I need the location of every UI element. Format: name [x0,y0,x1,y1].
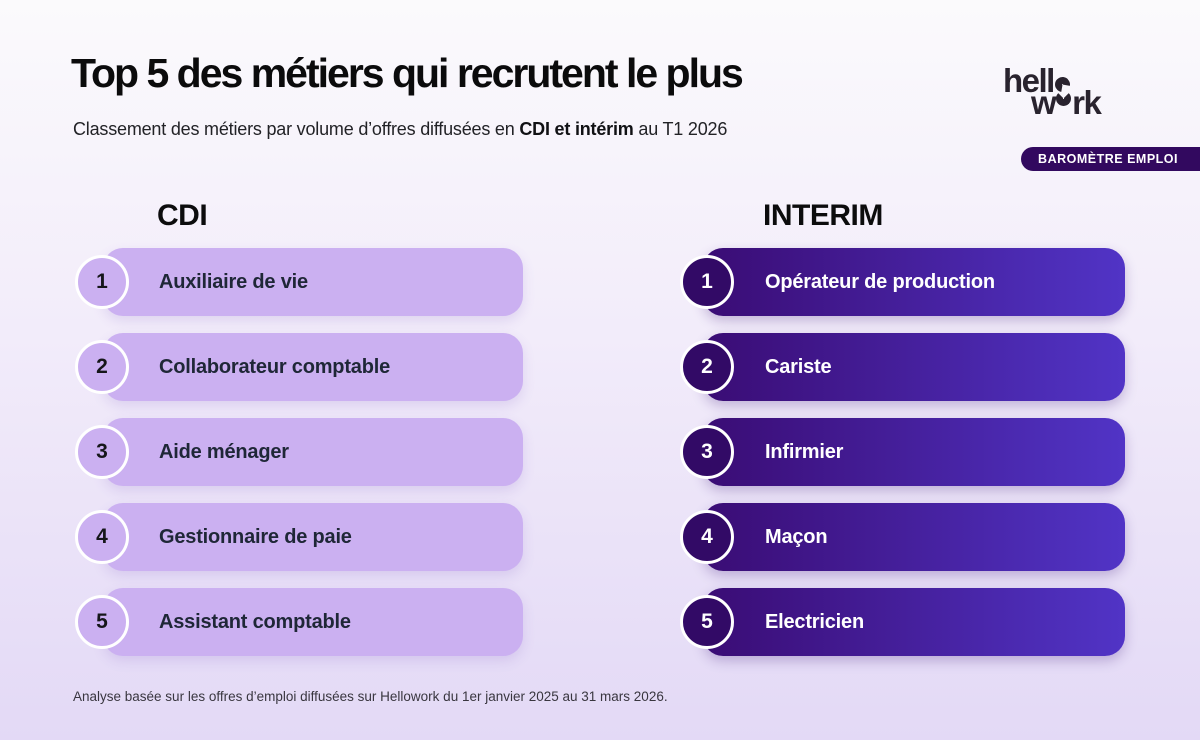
ranking-item-interim-2: 2 Cariste [680,333,1125,401]
job-label: Collaborateur comptable [159,355,390,378]
job-label: Cariste [765,355,832,378]
hellowork-logo: hell w rk [1003,64,1153,119]
rank-number: 5 [96,610,108,633]
ranking-column-interim: 1 Opérateur de production 2 Cariste 3 In… [680,248,1125,673]
rank-number: 1 [96,270,108,293]
job-label: Maçon [765,525,828,548]
rank-number: 3 [96,440,108,463]
job-label: Assistant comptable [159,610,351,633]
rank-number: 4 [701,525,713,548]
rank-badge: 3 [680,425,734,479]
page-title: Top 5 des métiers qui recrutent le plus [71,50,744,96]
rank-number: 2 [96,355,108,378]
job-label: Gestionnaire de paie [159,525,352,548]
job-label: Auxiliaire de vie [159,270,308,293]
rank-badge: 4 [75,510,129,564]
column-header-cdi: CDI [157,199,208,232]
ranking-item-cdi-3: 3 Aide ménager [75,418,523,486]
logo-text-rk: rk [1072,84,1102,121]
ranking-item-cdi-2: 2 Collaborateur comptable [75,333,523,401]
rank-badge: 4 [680,510,734,564]
rank-badge: 5 [680,595,734,649]
job-label: Infirmier [765,440,844,463]
logo-o-arc-bottom-icon [1056,91,1072,106]
ranking-column-cdi: 1 Auxiliaire de vie 2 Collaborateur comp… [75,248,523,673]
job-label: Opérateur de production [765,270,995,293]
ranking-item-cdi-1: 1 Auxiliaire de vie [75,248,523,316]
logo-line-hello: hell [1003,64,1153,97]
rank-number: 5 [701,610,713,633]
ranking-item-interim-3: 3 Infirmier [680,418,1125,486]
logo-text-hell: hell [1003,62,1055,99]
source-footnote: Analyse basée sur les offres d’emploi di… [73,689,668,704]
subtitle-suffix: au T1 2026 [633,119,728,139]
page-subtitle: Classement des métiers par volume d’offr… [73,119,727,140]
ranking-item-cdi-4: 4 Gestionnaire de paie [75,503,523,571]
job-label: Electricien [765,610,864,633]
subtitle-bold: CDI et intérim [519,119,634,139]
ranking-item-interim-4: 4 Maçon [680,503,1125,571]
subtitle-prefix: Classement des métiers par volume d’offr… [73,119,520,139]
ranking-item-interim-1: 1 Opérateur de production [680,248,1125,316]
logo-text-w: w [1031,84,1057,121]
job-label: Aide ménager [159,440,289,463]
rank-number: 2 [701,355,713,378]
rank-badge: 3 [75,425,129,479]
logo-line-work: w rk [1031,86,1153,119]
ranking-item-cdi-5: 5 Assistant comptable [75,588,523,656]
column-header-interim: INTERIM [763,199,883,232]
rank-badge: 1 [680,255,734,309]
rank-badge: 2 [680,340,734,394]
rank-number: 1 [701,270,713,293]
ranking-item-interim-5: 5 Electricien [680,588,1125,656]
rank-badge: 5 [75,595,129,649]
rank-number: 4 [96,525,108,548]
rank-badge: 1 [75,255,129,309]
rank-badge: 2 [75,340,129,394]
barometre-emploi-badge: BAROMÈTRE EMPLOI [1021,147,1200,171]
rank-number: 3 [701,440,713,463]
